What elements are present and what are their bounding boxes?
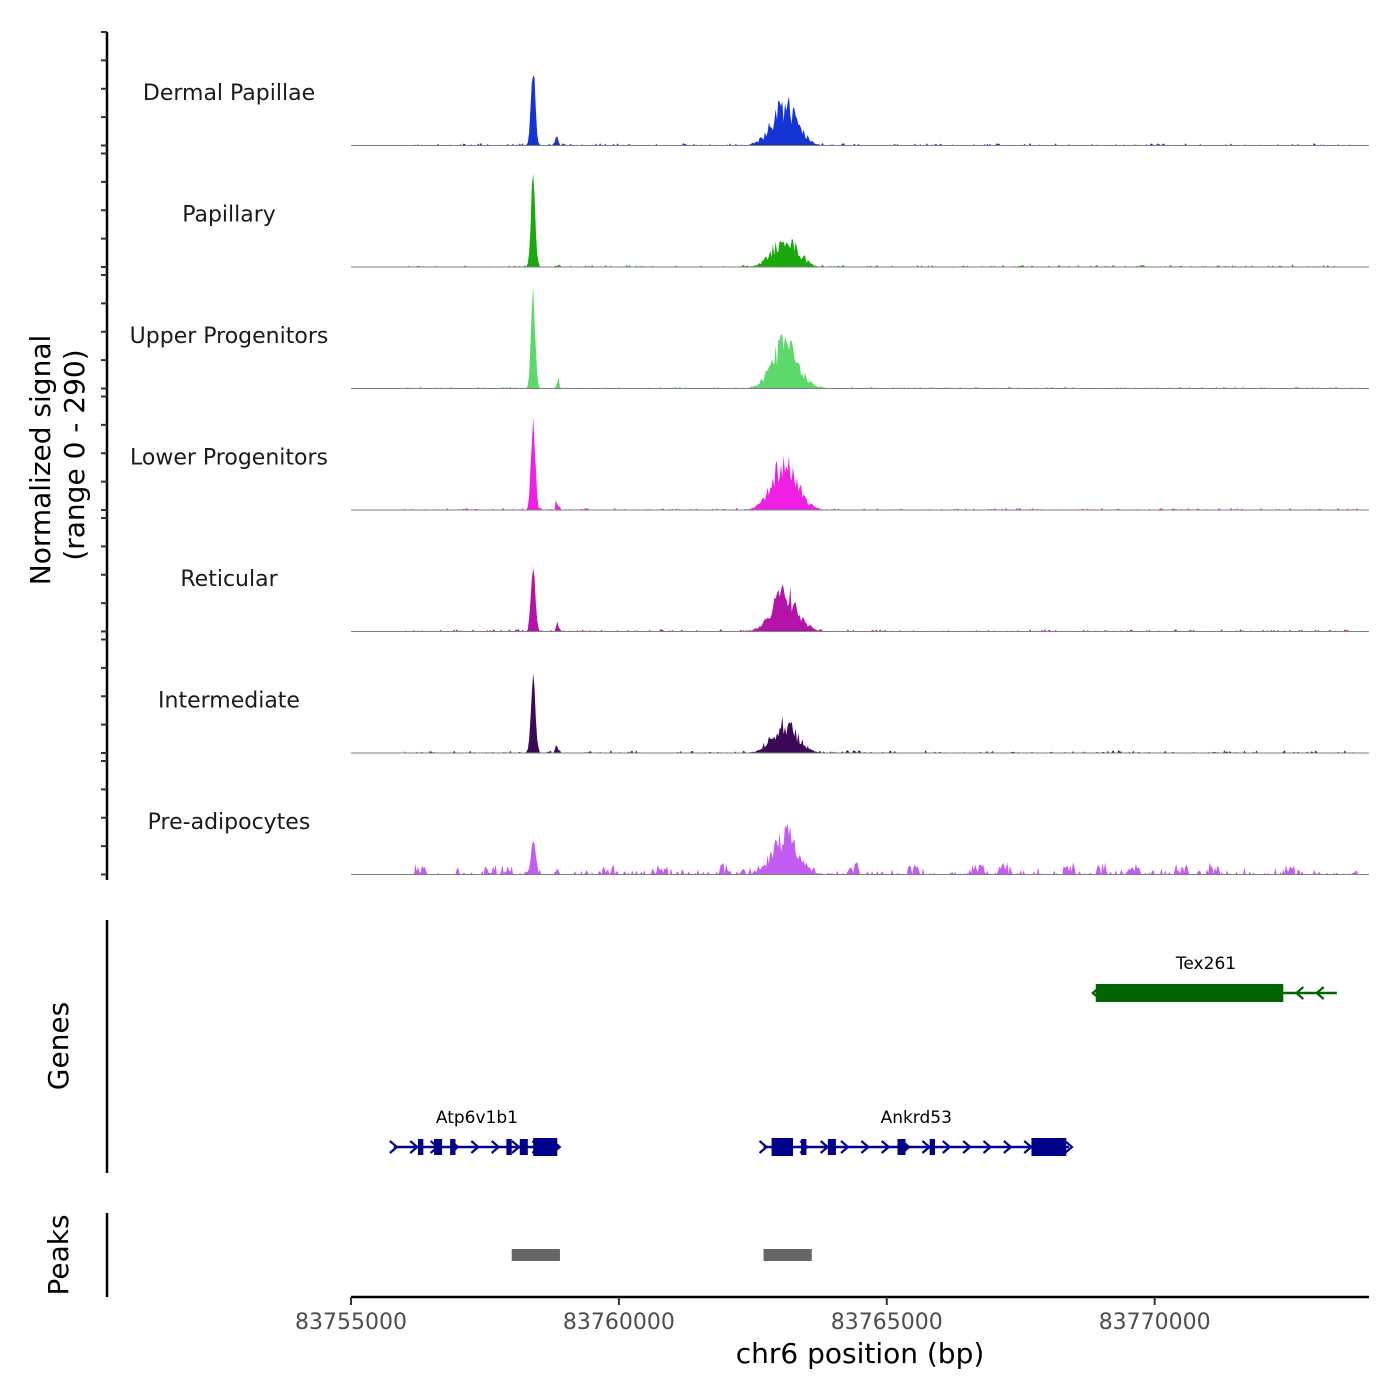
strand-arrow bbox=[1064, 1140, 1074, 1154]
coverage-area-reticular bbox=[404, 567, 1359, 632]
gene-tex261: Tex261 bbox=[1091, 954, 1337, 1002]
gene-atp6v1b1: Atp6v1b1 bbox=[389, 1108, 562, 1156]
track-label: Upper Progenitors bbox=[130, 324, 329, 349]
coverage-area-papillary bbox=[404, 174, 1359, 267]
gene-exon bbox=[506, 1139, 512, 1155]
x-tick-label: 83755000 bbox=[295, 1310, 407, 1335]
strand-arrow bbox=[860, 1140, 871, 1154]
track-label: Intermediate bbox=[158, 689, 300, 714]
track-label: Dermal Papillae bbox=[143, 81, 315, 106]
track-label: Lower Progenitors bbox=[130, 446, 328, 471]
peaks-track-title: Peaks bbox=[42, 1214, 75, 1295]
gene-exon bbox=[897, 1139, 906, 1155]
gene-label-atp6v1b1: Atp6v1b1 bbox=[436, 1108, 518, 1128]
strand-arrow bbox=[982, 1140, 993, 1154]
signal-y-axis-ticks bbox=[101, 31, 107, 876]
gene-exon bbox=[827, 1139, 836, 1155]
gene-exon bbox=[533, 1138, 558, 1156]
gene-exon bbox=[1095, 984, 1284, 1002]
gene-exon bbox=[771, 1138, 794, 1156]
coverage-area-lower-progenitors bbox=[404, 417, 1359, 510]
coverage-area-intermediate bbox=[404, 673, 1359, 753]
gene-exon bbox=[1031, 1138, 1067, 1156]
strand-arrow bbox=[409, 1140, 419, 1154]
strand-arrow bbox=[819, 1140, 830, 1154]
gene-exon bbox=[434, 1139, 443, 1155]
track-label: Pre-adipocytes bbox=[148, 810, 311, 835]
gene-exon bbox=[801, 1139, 807, 1155]
track-label: Papillary bbox=[182, 203, 276, 228]
strand-arrow bbox=[840, 1140, 850, 1154]
peaks-track bbox=[511, 1249, 812, 1261]
genes-track-title: Genes bbox=[42, 1002, 75, 1090]
y-axis-title-line2: (range 0 - 290) bbox=[58, 349, 91, 560]
strand-arrow bbox=[921, 1140, 932, 1154]
peak-region bbox=[763, 1249, 812, 1261]
gene-ankrd53: Ankrd53 bbox=[758, 1108, 1074, 1156]
gene-exon bbox=[450, 1139, 456, 1155]
x-axis-title: chr6 position (bp) bbox=[736, 1337, 985, 1370]
coverage-tracks: Dermal Papillae Papillary Upper Progenitor… bbox=[130, 75, 1369, 875]
coverage-area-upper-progenitors bbox=[404, 287, 1359, 389]
strand-arrow bbox=[942, 1140, 952, 1154]
coverage-area-pre-adipocytes bbox=[404, 823, 1359, 875]
x-tick-label: 83765000 bbox=[831, 1310, 943, 1335]
x-tick-label: 83770000 bbox=[1099, 1310, 1211, 1335]
y-axis-title-line1: Normalized signal bbox=[24, 335, 57, 586]
strand-arrow bbox=[1023, 1140, 1033, 1154]
coverage-area-dermal-papillae bbox=[404, 75, 1359, 146]
gene-exon bbox=[519, 1139, 528, 1155]
gene-label-tex261: Tex261 bbox=[1175, 954, 1236, 974]
gene-exon bbox=[417, 1139, 424, 1155]
strand-arrow bbox=[758, 1140, 769, 1154]
gene-label-ankrd53: Ankrd53 bbox=[881, 1108, 952, 1128]
strand-arrow bbox=[389, 1140, 399, 1154]
strand-arrow bbox=[962, 1140, 972, 1154]
peak-region bbox=[511, 1249, 560, 1261]
strand-arrow bbox=[881, 1140, 891, 1154]
track-label: Reticular bbox=[180, 567, 278, 592]
strand-arrow bbox=[1003, 1140, 1013, 1154]
genes-track: Tex261 Atp6v1b1 Ankrd53 bbox=[389, 954, 1337, 1156]
strand-arrow bbox=[1315, 986, 1325, 1000]
strand-arrow bbox=[1294, 986, 1305, 1000]
strand-arrow bbox=[490, 1140, 501, 1154]
x-tick-label: 83760000 bbox=[563, 1310, 675, 1335]
x-axis-ticks: 83755000 83760000 83765000 83770000 bbox=[295, 1297, 1211, 1335]
strand-arrow bbox=[470, 1140, 480, 1154]
gene-exon bbox=[929, 1139, 936, 1155]
strand-arrow bbox=[511, 1140, 521, 1154]
